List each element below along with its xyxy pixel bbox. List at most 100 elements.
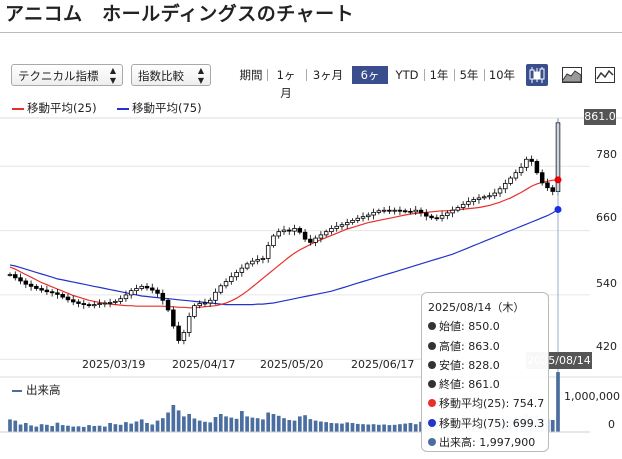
candle-body [408, 210, 413, 213]
candle-body [165, 299, 171, 311]
volume-bar [408, 423, 413, 432]
volume-bar [297, 416, 302, 432]
candle-body [360, 216, 366, 219]
candle-body [70, 299, 76, 303]
candle-body [545, 182, 550, 189]
candle-body [49, 291, 55, 294]
period-1y[interactable]: 1年 [429, 68, 449, 82]
area-chart-button[interactable] [561, 64, 583, 86]
volume-bar [250, 417, 255, 432]
volume-bar [371, 424, 376, 432]
select-arrows-icon: ▲ ▼ [197, 66, 204, 85]
candle-body [118, 298, 123, 302]
candle-body [55, 292, 60, 295]
line-chart-button[interactable] [594, 64, 616, 86]
volume-bar [303, 415, 307, 432]
candle-body [107, 302, 113, 304]
candle-body [13, 274, 18, 279]
bullet-icon [428, 380, 436, 389]
volume-bar [392, 424, 397, 432]
index-compare-select-label: 指数比較 [138, 69, 184, 83]
volume-bar [234, 418, 239, 432]
candle-body [424, 212, 429, 217]
candle-body [476, 197, 482, 200]
candle-body [429, 215, 434, 219]
volume-bar [108, 423, 112, 432]
volume-bar [218, 414, 223, 432]
volume-bar [23, 423, 28, 432]
price-chart[interactable] [0, 95, 622, 435]
period-6m[interactable]: 6ヶ月 [352, 66, 388, 100]
candle-body [471, 199, 476, 203]
volume-bar [308, 419, 313, 432]
candle-body [376, 210, 382, 213]
volume-bar [81, 426, 86, 432]
candle-body [434, 217, 440, 220]
volume-bar [292, 420, 297, 432]
candle-body [334, 225, 339, 229]
candle-body [297, 228, 303, 233]
volume-bar [208, 422, 213, 432]
candle-body [503, 183, 508, 190]
candle-body [202, 302, 208, 305]
volume-bar [124, 422, 128, 432]
period-1m[interactable]: 1ヶ月 [276, 68, 296, 100]
period-separator [306, 69, 307, 81]
candle-body [7, 274, 13, 276]
candle-body [381, 209, 387, 212]
candle-body [192, 305, 197, 317]
period-separator [267, 69, 268, 81]
candle-body [128, 290, 134, 296]
price-tooltip: 2025/08/14（木） 始値: 850.0 高値: 863.0 安値: 82… [421, 292, 549, 452]
volume-legend-label: 出来高 [26, 383, 61, 397]
candle-body [23, 280, 29, 285]
candle-body [318, 234, 324, 239]
x-tick-label: 2025/03/19 [82, 358, 146, 371]
period-3m[interactable]: 3ヶ月 [312, 68, 344, 82]
candle-body [323, 231, 329, 236]
candle-body [445, 212, 450, 216]
candle-body [218, 285, 224, 293]
volume-bar [271, 414, 276, 432]
volume-bar [66, 425, 70, 432]
legend-ma75: 移動平均(75) [117, 101, 202, 115]
technical-indicator-select[interactable]: テクニカル指標 ▲ ▼ [11, 64, 123, 86]
volume-bar [229, 417, 234, 432]
candle-body [392, 209, 397, 212]
volume-bar [350, 423, 355, 432]
candle-body [81, 303, 87, 305]
candle-body [487, 195, 492, 198]
index-compare-select[interactable]: 指数比較 ▲ ▼ [131, 64, 211, 86]
candlestick-chart-button[interactable] [526, 64, 548, 86]
volume-bar [197, 420, 202, 432]
y-tick-label: 660 [596, 211, 617, 224]
bullet-icon [428, 438, 436, 447]
volume-bar [139, 419, 144, 432]
x-tick-label: 2025/04/17 [172, 358, 236, 371]
volume-legend: 出来高 [12, 383, 61, 397]
legend-ma75-swatch [117, 107, 129, 110]
candle-body [492, 192, 498, 197]
period-separator [484, 69, 485, 81]
period-10y[interactable]: 10年 [488, 68, 516, 82]
candle-body [439, 215, 445, 219]
y-tick-label: 540 [596, 277, 617, 290]
volume-bar [103, 426, 107, 432]
volume-bar [282, 418, 286, 432]
volume-bar [255, 418, 260, 432]
candle-body [171, 309, 176, 327]
candle-body [155, 289, 160, 294]
period-ytd[interactable]: YTD [395, 68, 419, 82]
tooltip-low: 安値: 828.0 [428, 356, 542, 375]
volume-bar [155, 420, 160, 432]
volume-bar [345, 422, 350, 432]
volume-bar [29, 425, 33, 432]
candle-body [244, 263, 250, 269]
ma75-line [9, 208, 559, 306]
period-5y[interactable]: 5年 [459, 68, 479, 82]
volume-bar [171, 405, 176, 432]
volume-bar [113, 424, 118, 432]
candle-body [329, 228, 334, 233]
legend-ma25-swatch [12, 107, 24, 110]
candle-body [287, 229, 292, 232]
